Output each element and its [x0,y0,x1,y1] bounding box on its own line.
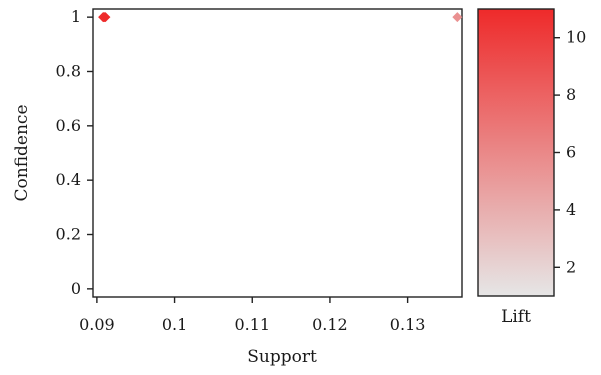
y-axis: 0 0.2 0.4 0.6 0.8 1 [56,7,93,298]
y-tick-label: 0 [71,279,81,298]
y-axis-title: Confidence [12,104,32,201]
colorbar-tick-label: 8 [566,85,576,104]
y-tick-label: 1 [71,7,81,26]
x-tick-label: 0.11 [234,315,270,334]
data-point [100,12,111,23]
y-tick-label: 0.2 [56,225,81,244]
colorbar-tick-label: 10 [566,28,586,47]
x-axis: 0.09 0.1 0.11 0.12 0.13 [79,297,425,334]
x-tick-label: 0.12 [312,315,348,334]
colorbar-tick-label: 2 [566,257,576,276]
x-axis-title: Support [247,347,317,367]
points-layer [98,12,463,23]
colorbar-axis: 2 4 6 8 10 [554,28,586,276]
y-tick-label: 0.6 [56,116,81,135]
x-tick-label: 0.1 [162,315,187,334]
plot-area [92,8,463,298]
colorbar [477,8,555,297]
data-point [452,12,463,23]
y-tick-label: 0.8 [56,61,81,80]
colorbar-tick-label: 6 [566,143,576,162]
x-tick-label: 0.09 [79,315,115,334]
colorbar-tick-label: 4 [566,200,576,219]
x-tick-label: 0.13 [390,315,426,334]
y-tick-label: 0.4 [56,170,81,189]
colorbar-title: Lift [501,307,531,327]
